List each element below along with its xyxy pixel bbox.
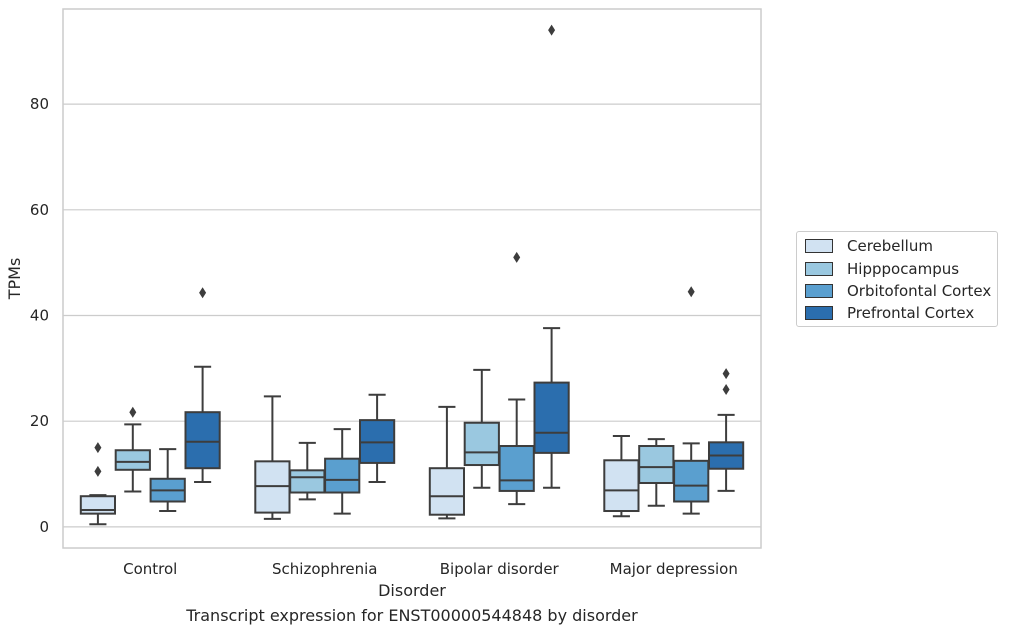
x-tick-label: Schizophrenia: [272, 560, 377, 578]
legend-item-cerebellum: Cerebellum: [805, 236, 933, 256]
x-tick-label: Major depression: [610, 560, 738, 578]
box: [673, 459, 710, 503]
box: [498, 445, 535, 492]
outlier-point: [199, 287, 207, 299]
legend-swatch: [805, 284, 833, 298]
figure-caption: Transcript expression for ENST0000054484…: [186, 606, 638, 625]
plot-frame: [62, 8, 762, 549]
box: [603, 459, 640, 513]
legend-label: Cerebellum: [847, 237, 933, 255]
legend: Cerebellum Hipppocampus Orbitofontal Cor…: [796, 231, 998, 327]
legend-label: Orbitofontal Cortex: [847, 282, 992, 300]
outlier-point: [548, 24, 556, 36]
legend-item-prefrontal-cortex: Prefrontal Cortex: [805, 303, 974, 323]
box: [428, 467, 466, 516]
outlier-point: [722, 368, 730, 380]
outlier-point: [513, 251, 521, 263]
y-tick-label: 60: [30, 201, 49, 219]
y-tick-label: 20: [30, 412, 49, 430]
y-tick-label: 80: [30, 95, 49, 113]
legend-swatch: [805, 239, 833, 253]
outlier-point: [129, 406, 137, 418]
x-tick-label: Control: [123, 560, 177, 578]
outlier-point: [94, 465, 102, 477]
legend-label: Hipppocampus: [847, 260, 960, 278]
legend-swatch: [805, 306, 833, 320]
y-axis-label: TPMs: [5, 258, 24, 301]
box: [638, 445, 675, 485]
box: [463, 421, 500, 467]
outlier-point: [94, 442, 102, 454]
y-tick-label: 0: [39, 518, 49, 536]
legend-swatch: [805, 262, 833, 276]
x-tick-label: Bipolar disorder: [440, 560, 560, 578]
y-tick-label: 40: [30, 306, 49, 324]
box: [114, 449, 151, 471]
box: [533, 381, 570, 454]
legend-item-hippocampus: Hipppocampus: [805, 259, 959, 279]
outlier-point: [687, 286, 695, 298]
x-axis-label: Disorder: [378, 581, 446, 600]
legend-label: Prefrontal Cortex: [847, 304, 975, 322]
legend-item-orbitofrontal-cortex: Orbitofontal Cortex: [805, 281, 991, 301]
box: [324, 457, 361, 494]
box: [289, 469, 326, 494]
box: [79, 495, 117, 515]
box: [184, 411, 221, 470]
outlier-point: [722, 383, 730, 395]
